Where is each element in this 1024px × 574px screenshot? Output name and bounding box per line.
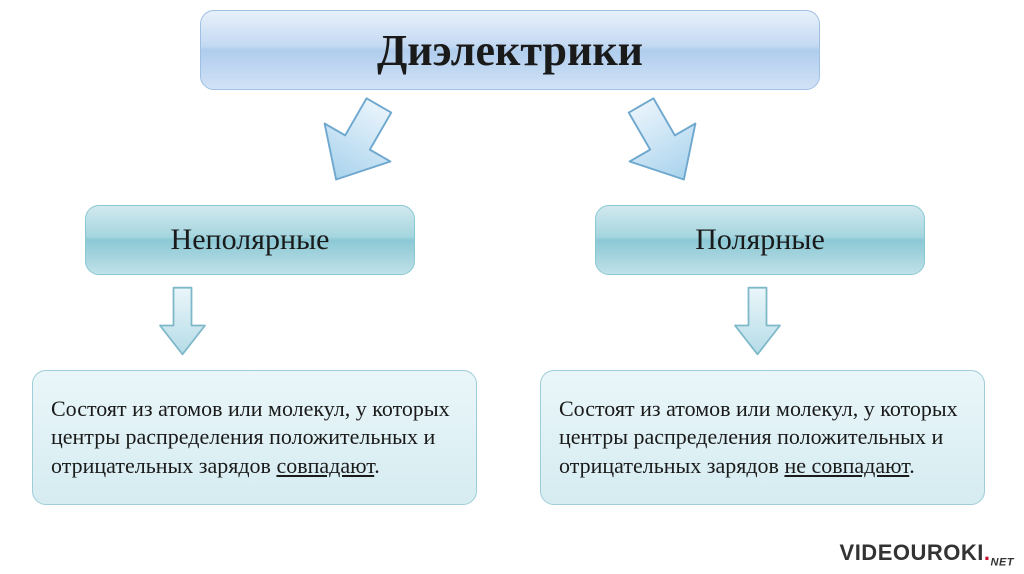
root-title: Диэлектрики [377,25,643,76]
arrow-left-to-desc [155,285,210,357]
branch-right-description: Состоят из атомов или молекул, у которых… [540,370,985,505]
branch-left-description-text: Состоят из атомов или молекул, у которых… [51,395,458,479]
branch-left-label: Неполярные [171,223,330,257]
root-node: Диэлектрики [200,10,820,90]
arrow-root-to-left [293,78,423,208]
branch-right-description-text: Состоят из атомов или молекул, у которых… [559,395,966,479]
watermark-logo: VIDEOUROKI.NET [840,540,1014,568]
branch-right-node: Полярные [595,205,925,275]
arrow-root-to-right [598,78,728,208]
arrow-right-to-desc [730,285,785,357]
branch-right-label: Полярные [695,223,825,257]
branch-left-node: Неполярные [85,205,415,275]
branch-left-description: Состоят из атомов или молекул, у которых… [32,370,477,505]
